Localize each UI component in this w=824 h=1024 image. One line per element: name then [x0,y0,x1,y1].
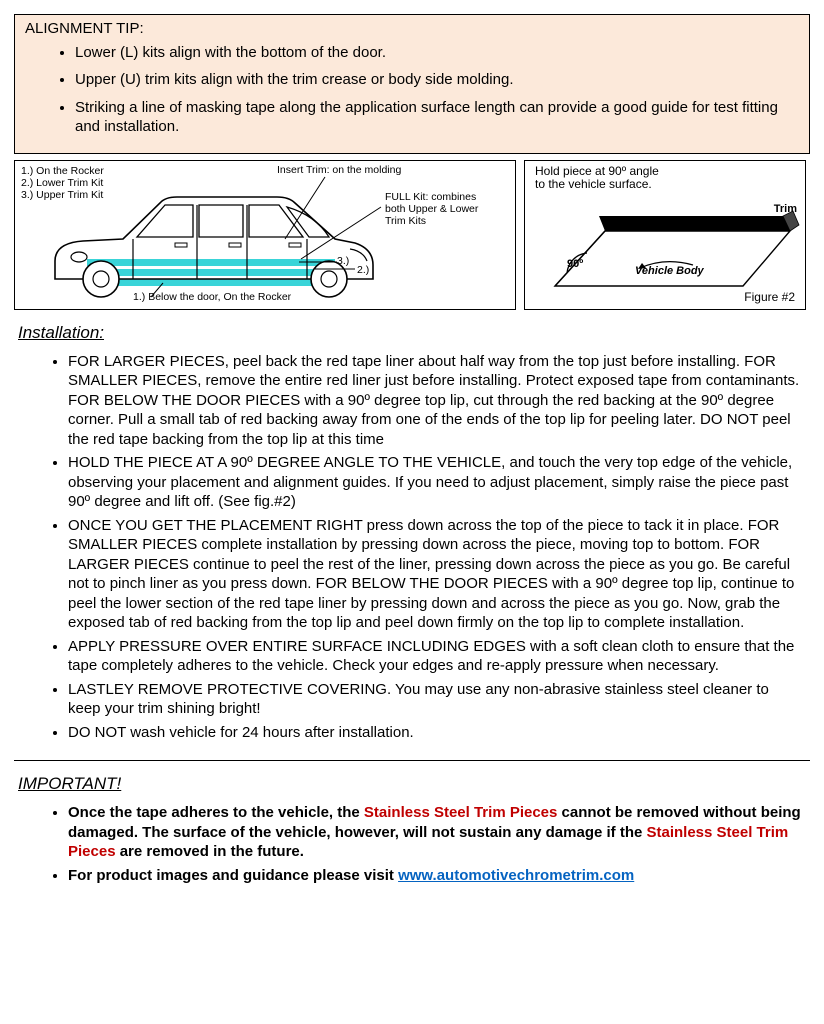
figure-label: Figure #2 [744,291,795,305]
important-text: Once the tape adheres to the vehicle, th… [68,804,364,821]
callout-2: 2.) [357,264,369,276]
diagram-row: 1.) On the Rocker 2.) Lower Trim Kit 3.)… [14,160,810,310]
legend-text: 2.) Lower Trim Kit [21,177,103,189]
tip-list: Lower (L) kits align with the bottom of … [25,43,799,137]
trim-label: Trim [774,203,797,216]
angle-label: 90º [567,258,583,271]
callout-3: 3.) [337,255,349,267]
tip-item: Upper (U) trim kits align with the trim … [75,70,799,90]
installation-heading: Installation: [18,322,810,344]
important-item: Once the tape adheres to the vehicle, th… [68,803,810,862]
important-text: For product images and guidance please v… [68,867,398,884]
install-item: FOR LARGER PIECES, peel back the red tap… [68,352,810,450]
full-kit-label: Trim Kits [385,215,426,227]
stainless-text: Stainless Steel Trim Pieces [364,804,557,821]
install-item: APPLY PRESSURE OVER ENTIRE SURFACE INCLU… [68,637,810,676]
important-heading: IMPORTANT! [18,773,810,795]
car-diagram: 1.) On the Rocker 2.) Lower Trim Kit 3.)… [14,160,516,310]
install-item: DO NOT wash vehicle for 24 hours after i… [68,723,810,743]
tip-title: ALIGNMENT TIP: [25,19,799,39]
install-item: LASTLEY REMOVE PROTECTIVE COVERING. You … [68,680,810,719]
tip-item: Lower (L) kits align with the bottom of … [75,43,799,63]
important-item: For product images and guidance please v… [68,866,810,886]
important-text: are removed in the future. [116,843,304,860]
full-kit-label: FULL Kit: combines [385,191,476,203]
body-label: Vehicle Body [635,265,704,278]
tip-item: Striking a line of masking tape along th… [75,98,799,137]
angle-diagram: Hold piece at 90º angle to the vehicle s… [524,160,806,310]
important-list: Once the tape adheres to the vehicle, th… [14,803,810,885]
callout-1: 1.) [133,291,145,303]
installation-list: FOR LARGER PIECES, peel back the red tap… [14,352,810,743]
install-item: ONCE YOU GET THE PLACEMENT RIGHT press d… [68,516,810,633]
hold-label: Hold piece at 90º angle [535,164,659,178]
below-door-label: Below the door, On the Rocker [148,291,291,303]
divider [14,760,810,761]
legend-text: 1.) On the Rocker [21,165,104,177]
product-link[interactable]: www.automotivechrometrim.com [398,867,634,884]
legend-text: 3.) Upper Trim Kit [21,189,103,201]
install-item: HOLD THE PIECE AT A 90º DEGREE ANGLE TO … [68,453,810,512]
hold-label: to the vehicle surface. [535,177,652,191]
insert-trim-label: Insert Trim: on the molding [277,164,401,176]
full-kit-label: both Upper & Lower [385,203,478,215]
alignment-tip-box: ALIGNMENT TIP: Lower (L) kits align with… [14,14,810,154]
